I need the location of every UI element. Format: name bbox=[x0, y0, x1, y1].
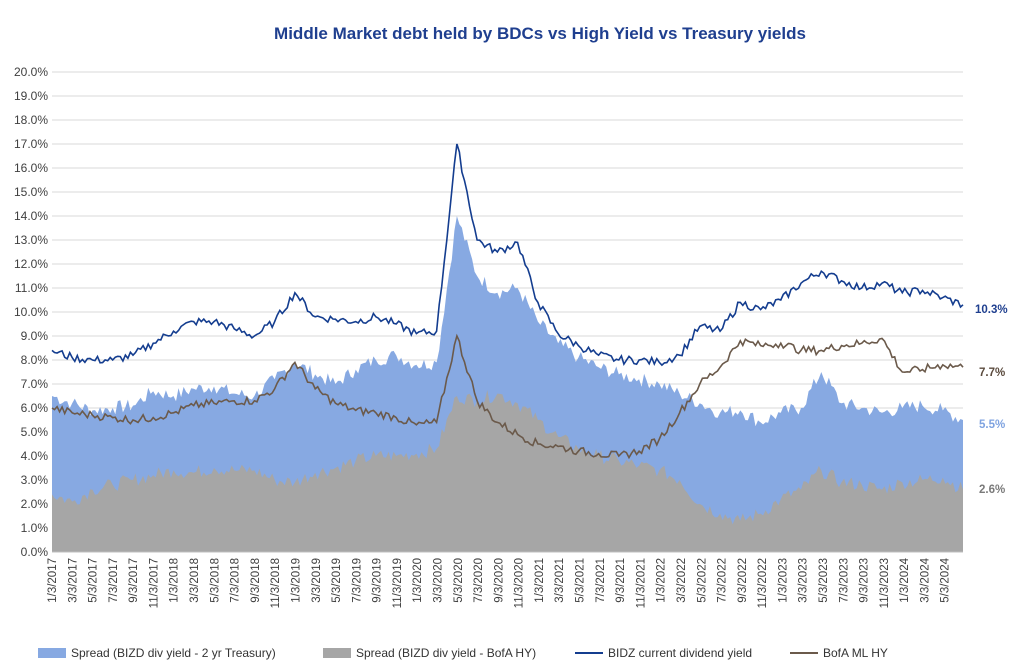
x-tick-label: 3/3/2019 bbox=[311, 558, 323, 603]
x-tick-label: 3/3/2023 bbox=[798, 558, 810, 603]
y-tick-label: 14.0% bbox=[14, 209, 48, 223]
y-tick-label: 1.0% bbox=[21, 521, 49, 535]
x-tick-label: 7/3/2019 bbox=[351, 558, 363, 603]
x-tick-label: 3/3/2022 bbox=[676, 558, 688, 603]
y-tick-label: 17.0% bbox=[14, 137, 48, 151]
area-layer bbox=[52, 216, 963, 552]
x-tick-label: 9/3/2021 bbox=[615, 558, 627, 603]
y-tick-label: 0.0% bbox=[21, 545, 49, 559]
x-tick-label: 1/3/2023 bbox=[777, 558, 789, 603]
x-tick-label: 5/3/2022 bbox=[696, 558, 708, 603]
y-tick-label: 19.0% bbox=[14, 89, 48, 103]
area-series-1 bbox=[52, 390, 963, 552]
x-tick-label: 5/3/2020 bbox=[453, 558, 465, 603]
legend-swatch-area bbox=[323, 648, 351, 658]
x-tick-label: 5/3/2018 bbox=[209, 558, 221, 603]
x-tick-label: 1/3/2022 bbox=[656, 558, 668, 603]
x-tick-label: 5/3/2021 bbox=[575, 558, 587, 603]
x-tick-label: 7/3/2022 bbox=[717, 558, 729, 603]
legend-swatch-line bbox=[575, 652, 603, 654]
x-tick-label: 5/3/2024 bbox=[940, 557, 952, 602]
y-tick-label: 4.0% bbox=[21, 449, 49, 463]
end-label-bidz: 10.3% bbox=[975, 304, 1008, 316]
line-series-3 bbox=[51, 333, 964, 460]
x-tick-label: 7/3/2020 bbox=[473, 558, 485, 603]
legend-label: BofA ML HY bbox=[823, 646, 888, 660]
end-label-spread-hy: 2.6% bbox=[979, 484, 1006, 496]
x-tick-label: 1/3/2018 bbox=[169, 558, 181, 603]
y-tick-label: 8.0% bbox=[21, 353, 49, 367]
chart-title: Middle Market debt held by BDCs vs High … bbox=[274, 24, 806, 43]
x-tick-label: 11/3/2018 bbox=[270, 558, 282, 608]
y-tick-label: 5.0% bbox=[21, 425, 49, 439]
legend-item-bofa: BofA ML HY bbox=[790, 646, 888, 660]
line-series-2 bbox=[51, 143, 964, 367]
legend-label: Spread (BIZD div yield - 2 yr Treasury) bbox=[71, 646, 276, 660]
end-label-spread-treasury: 5.5% bbox=[979, 419, 1006, 431]
y-axis: 0.0% 1.0% 2.0% 3.0% 4.0% 5.0% 6.0% 7.0% 8.0% 9.0%… bbox=[14, 65, 48, 559]
x-tick-label: 11/3/2017 bbox=[148, 558, 160, 608]
y-tick-label: 6.0% bbox=[21, 401, 49, 415]
x-tick-label: 3/3/2018 bbox=[189, 558, 201, 603]
x-tick-label: 5/3/2017 bbox=[88, 558, 100, 603]
y-tick-label: 9.0% bbox=[21, 329, 49, 343]
y-tick-label: 11.0% bbox=[15, 281, 48, 295]
y-tick-label: 7.0% bbox=[21, 377, 49, 391]
x-tick-label: 3/3/2020 bbox=[433, 558, 445, 603]
x-tick-label: 9/3/2023 bbox=[859, 558, 871, 603]
x-tick-label: 11/3/2019 bbox=[392, 558, 404, 608]
x-tick-label: 9/3/2020 bbox=[493, 558, 505, 603]
end-label-bofa: 7.7% bbox=[979, 367, 1006, 379]
area-series-0 bbox=[52, 216, 963, 552]
y-tick-label: 13.0% bbox=[14, 233, 48, 247]
legend-item-spread-treasury: Spread (BIZD div yield - 2 yr Treasury) bbox=[38, 646, 276, 660]
x-tick-label: 1/3/2020 bbox=[412, 558, 424, 603]
y-tick-label: 2.0% bbox=[21, 497, 49, 511]
x-tick-label: 7/3/2017 bbox=[108, 558, 120, 603]
legend-label: BIDZ current dividend yield bbox=[608, 646, 753, 660]
legend-swatch-area bbox=[38, 648, 66, 658]
legend-item-spread-hy: Spread (BIZD div yield - BofA HY) bbox=[323, 646, 536, 660]
x-tick-label: 3/3/2021 bbox=[554, 558, 566, 603]
x-tick-label: 9/3/2018 bbox=[250, 558, 262, 603]
y-tick-label: 3.0% bbox=[21, 473, 49, 487]
x-tick-label: 1/3/2019 bbox=[290, 558, 302, 603]
x-tick-label: 7/3/2018 bbox=[230, 558, 242, 603]
legend: Spread (BIZD div yield - 2 yr Treasury) … bbox=[0, 646, 1024, 666]
y-tick-label: 18.0% bbox=[14, 113, 48, 127]
legend-swatch-line bbox=[790, 652, 818, 654]
x-tick-label: 11/3/2022 bbox=[757, 558, 769, 608]
x-tick-label: 7/3/2021 bbox=[595, 558, 607, 603]
x-tick-label: 1/3/2024 bbox=[899, 557, 911, 602]
legend-label: Spread (BIZD div yield - BofA HY) bbox=[356, 646, 537, 660]
x-tick-label: 11/3/2020 bbox=[514, 558, 526, 608]
x-tick-label: 9/3/2022 bbox=[737, 558, 749, 603]
x-tick-label: 1/3/2021 bbox=[534, 558, 546, 603]
y-tick-label: 12.0% bbox=[14, 257, 48, 271]
x-tick-label: 1/3/2017 bbox=[47, 558, 59, 603]
x-axis: 1/3/2017 3/3/2017 5/3/2017 7/3/2017 9/3/2017… bbox=[47, 551, 963, 608]
y-tick-label: 20.0% bbox=[14, 65, 48, 79]
legend-item-bidz: BIDZ current dividend yield bbox=[575, 646, 752, 660]
x-tick-label: 7/3/2023 bbox=[838, 558, 850, 603]
x-tick-label: 9/3/2019 bbox=[372, 558, 384, 603]
x-tick-label: 11/3/2023 bbox=[879, 558, 891, 608]
line-layer bbox=[51, 143, 964, 460]
x-tick-label: 3/3/2017 bbox=[67, 558, 79, 603]
y-tick-label: 16.0% bbox=[14, 161, 48, 175]
y-tick-label: 15.0% bbox=[14, 185, 48, 199]
x-tick-label: 11/3/2021 bbox=[635, 558, 647, 608]
x-tick-label: 9/3/2017 bbox=[128, 558, 140, 603]
x-tick-label: 3/3/2024 bbox=[919, 557, 931, 602]
x-tick-label: 5/3/2019 bbox=[331, 558, 343, 603]
x-tick-label: 5/3/2023 bbox=[818, 558, 830, 603]
y-tick-label: 10.0% bbox=[14, 305, 48, 319]
